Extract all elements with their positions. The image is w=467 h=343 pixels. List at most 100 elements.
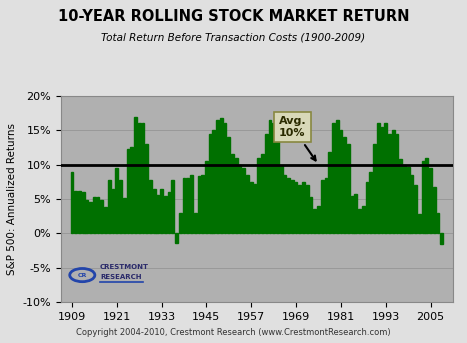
Bar [437, 213, 439, 233]
Bar [134, 117, 137, 233]
Bar [425, 158, 428, 233]
Bar [93, 197, 96, 233]
Bar [291, 180, 294, 233]
Bar [388, 134, 391, 233]
Bar [283, 175, 286, 233]
Bar [280, 166, 283, 233]
Bar [399, 159, 402, 233]
Bar [74, 191, 77, 233]
Bar [108, 180, 111, 233]
Bar [160, 189, 163, 233]
Bar [407, 167, 410, 233]
Bar [377, 123, 380, 233]
Bar [302, 182, 305, 233]
Text: RESEARCH: RESEARCH [100, 274, 142, 280]
Bar [145, 144, 148, 233]
Bar [227, 137, 230, 233]
Bar [422, 161, 425, 233]
Bar [220, 118, 223, 233]
Bar [119, 180, 122, 233]
Bar [127, 149, 129, 233]
Bar [433, 187, 436, 233]
Bar [403, 165, 406, 233]
Bar [156, 195, 159, 233]
Bar [212, 130, 215, 233]
Bar [153, 189, 156, 233]
Bar [254, 184, 256, 233]
Bar [112, 189, 114, 233]
Bar [179, 213, 182, 233]
Bar [194, 213, 197, 233]
Bar [347, 144, 350, 233]
Bar [340, 130, 342, 233]
Bar [171, 180, 174, 233]
Bar [209, 134, 212, 233]
Text: CRESTMONT: CRESTMONT [100, 264, 149, 270]
Text: Avg.
10%: Avg. 10% [278, 116, 316, 161]
Bar [336, 120, 339, 233]
Bar [89, 202, 92, 233]
Bar [381, 127, 383, 233]
Text: Total Return Before Transaction Costs (1900-2009): Total Return Before Transaction Costs (1… [101, 33, 366, 43]
Bar [343, 137, 346, 233]
Bar [276, 130, 279, 233]
Bar [366, 182, 368, 233]
Bar [138, 123, 141, 233]
Bar [235, 158, 238, 233]
Bar [123, 198, 126, 233]
Bar [313, 209, 316, 233]
Bar [272, 123, 275, 233]
Bar [82, 192, 85, 233]
Bar [175, 233, 178, 243]
Bar [351, 196, 354, 233]
Bar [440, 233, 443, 244]
Bar [257, 158, 260, 233]
Bar [142, 123, 144, 233]
Bar [384, 123, 387, 233]
Bar [231, 154, 234, 233]
Bar [78, 191, 81, 233]
Bar [216, 120, 219, 233]
Bar [298, 185, 301, 233]
Bar [410, 175, 413, 233]
Text: Copyright 2004-2010, Crestmont Research (www.CrestmontResearch.com): Copyright 2004-2010, Crestmont Research … [76, 329, 391, 338]
Bar [310, 197, 312, 233]
Bar [201, 175, 204, 233]
Bar [373, 144, 376, 233]
Bar [317, 206, 320, 233]
Bar [362, 206, 365, 233]
Bar [392, 130, 395, 233]
Bar [261, 154, 264, 233]
Bar [100, 200, 103, 233]
Bar [205, 161, 208, 233]
Bar [71, 172, 73, 233]
Bar [287, 178, 290, 233]
Bar [97, 197, 99, 233]
Bar [325, 178, 327, 233]
Bar [149, 180, 152, 233]
Bar [265, 134, 268, 233]
Y-axis label: S&P 500: Annualized Returns: S&P 500: Annualized Returns [7, 123, 17, 275]
Bar [354, 194, 357, 233]
Bar [332, 123, 335, 233]
Bar [190, 175, 193, 233]
Bar [168, 192, 170, 233]
Bar [321, 180, 324, 233]
Text: 10-YEAR ROLLING STOCK MARKET RETURN: 10-YEAR ROLLING STOCK MARKET RETURN [58, 9, 409, 24]
Bar [186, 178, 189, 233]
Bar [198, 176, 200, 233]
Bar [396, 134, 398, 233]
Bar [242, 168, 245, 233]
Bar [358, 209, 361, 233]
Bar [250, 182, 253, 233]
Bar [246, 175, 249, 233]
Bar [369, 172, 372, 233]
Bar [328, 152, 331, 233]
Bar [130, 147, 133, 233]
Bar [429, 168, 432, 233]
Bar [224, 123, 226, 233]
Bar [239, 165, 241, 233]
Bar [183, 178, 185, 233]
Bar [418, 214, 421, 233]
Bar [295, 182, 297, 233]
